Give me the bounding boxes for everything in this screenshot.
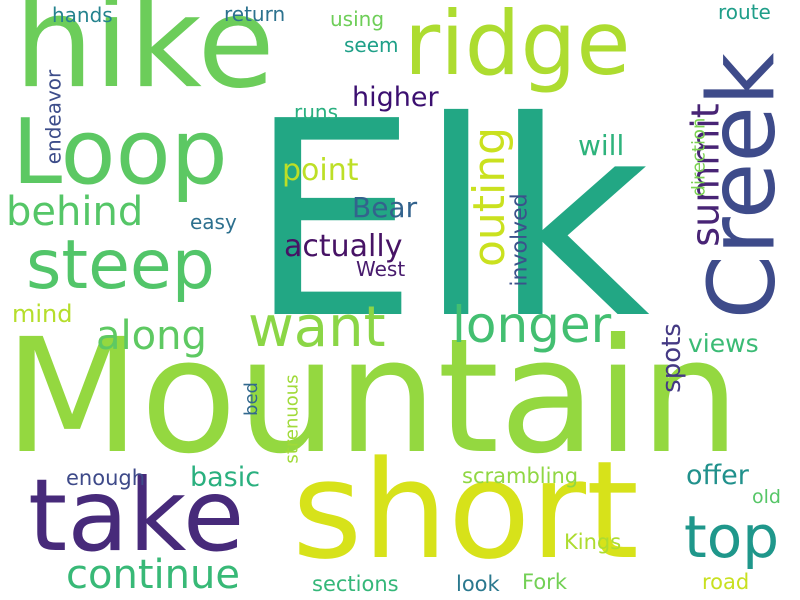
word-spots: spots — [656, 323, 687, 393]
word-outing: outing — [464, 126, 516, 268]
word-mind: mind — [12, 300, 73, 328]
word-elk: Elk — [248, 63, 650, 378]
word-bear: Bear — [352, 191, 418, 224]
word-will: will — [578, 129, 625, 162]
word-views: views — [688, 329, 759, 358]
word-sections: sections — [312, 572, 399, 596]
word-kings: Kings — [564, 530, 622, 554]
word-steep: steep — [26, 226, 215, 305]
word-using: using — [330, 7, 385, 31]
word-loop: Loop — [12, 100, 228, 205]
word-actually: actually — [284, 229, 403, 264]
word-want: want — [248, 295, 386, 360]
word-behind: behind — [6, 189, 144, 235]
word-hands: hands — [52, 3, 113, 27]
word-direction: direction — [688, 117, 710, 197]
word-bed: bed — [240, 382, 262, 416]
word-easy: easy — [190, 210, 237, 234]
word-seem: seem — [344, 33, 399, 57]
word-top: top — [684, 503, 780, 571]
word-basic: basic — [190, 462, 261, 493]
word-enough: enough — [66, 466, 146, 490]
word-involved: involved — [507, 193, 533, 287]
word-scrambling: scrambling — [462, 464, 579, 488]
word-take: take — [28, 457, 245, 574]
word-look: look — [456, 572, 500, 596]
word-along: along — [96, 313, 207, 359]
word-strenuous: strenuous — [281, 374, 303, 464]
word-offer: offer — [686, 460, 749, 491]
word-higher: higher — [352, 82, 439, 113]
word-road: road — [702, 570, 750, 594]
word-runs: runs — [294, 100, 338, 124]
word-short: short — [292, 432, 639, 589]
word-longer: longer — [452, 296, 612, 354]
word-mountain: Mountain — [4, 305, 741, 489]
word-route: route — [718, 0, 771, 24]
word-ridge: ridge — [404, 0, 631, 95]
word-fork: Fork — [522, 570, 567, 594]
word-old: old — [752, 486, 781, 508]
word-hike: hike — [14, 0, 275, 116]
word-endeavor: endeavor — [41, 69, 66, 165]
word-continue: continue — [66, 552, 240, 598]
word-west: West — [356, 257, 406, 281]
word-return: return — [224, 2, 286, 26]
word-point: point — [282, 153, 359, 188]
